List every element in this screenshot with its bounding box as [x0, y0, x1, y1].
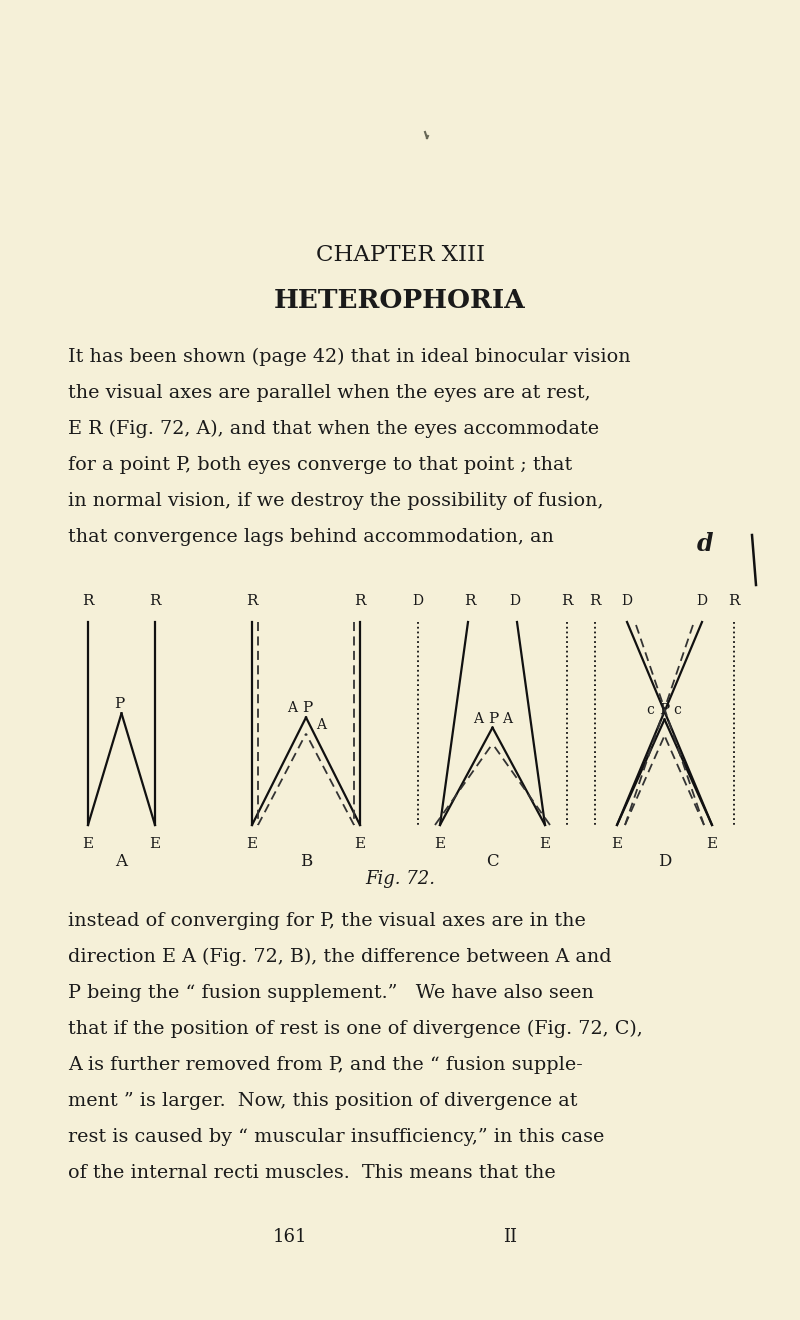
Text: E: E — [434, 837, 446, 851]
Text: R: R — [246, 594, 258, 609]
Text: P: P — [659, 704, 670, 718]
Text: P being the “ fusion supplement.”   We have also seen: P being the “ fusion supplement.” We hav… — [68, 983, 594, 1002]
Text: instead of converging for P, the visual axes are in the: instead of converging for P, the visual … — [68, 912, 586, 931]
Text: R: R — [728, 594, 740, 609]
Text: D: D — [697, 594, 707, 609]
Text: P: P — [302, 701, 312, 715]
Text: in normal vision, if we destroy the possibility of fusion,: in normal vision, if we destroy the poss… — [68, 492, 603, 510]
Text: E R (Fig. 72, A), and that when the eyes accommodate: E R (Fig. 72, A), and that when the eyes… — [68, 420, 599, 438]
Text: R: R — [562, 594, 573, 609]
Text: D: D — [413, 594, 423, 609]
Text: E: E — [539, 837, 550, 851]
Text: B: B — [300, 853, 312, 870]
Text: that if the position of rest is one of divergence (Fig. 72, C),: that if the position of rest is one of d… — [68, 1020, 642, 1039]
Text: P: P — [114, 697, 125, 711]
Text: R: R — [354, 594, 366, 609]
Text: the visual axes are parallel when the eyes are at rest,: the visual axes are parallel when the ey… — [68, 384, 590, 403]
Text: A is further removed from P, and the “ fusion supple-: A is further removed from P, and the “ f… — [68, 1056, 582, 1074]
Text: E: E — [246, 837, 258, 851]
Text: HETEROPHORIA: HETEROPHORIA — [274, 288, 526, 313]
Text: A: A — [287, 701, 297, 715]
Text: of the internal recti muscles.  This means that the: of the internal recti muscles. This mean… — [68, 1164, 556, 1181]
Text: c: c — [646, 704, 654, 718]
Text: d: d — [697, 532, 714, 556]
Text: P: P — [488, 711, 498, 726]
Text: E: E — [706, 837, 718, 851]
Text: CHAPTER XIII: CHAPTER XIII — [315, 244, 485, 267]
Text: ment ” is larger.  Now, this position of divergence at: ment ” is larger. Now, this position of … — [68, 1092, 578, 1110]
Text: R: R — [590, 594, 601, 609]
Text: A: A — [502, 711, 513, 726]
Text: E: E — [354, 837, 366, 851]
Text: R: R — [150, 594, 161, 609]
Text: c: c — [674, 704, 682, 718]
Text: E: E — [82, 837, 94, 851]
Text: that convergence lags behind accommodation, an: that convergence lags behind accommodati… — [68, 528, 554, 546]
Text: R: R — [82, 594, 94, 609]
Text: R: R — [464, 594, 476, 609]
Text: D: D — [510, 594, 521, 609]
Text: for a point P, both eyes converge to that point ; that: for a point P, both eyes converge to tha… — [68, 455, 572, 474]
Text: A: A — [115, 853, 127, 870]
Text: D: D — [658, 853, 671, 870]
Text: direction E A (Fig. 72, B), the difference between A and: direction E A (Fig. 72, B), the differen… — [68, 948, 612, 966]
Text: D: D — [622, 594, 633, 609]
Text: Fig. 72.: Fig. 72. — [365, 870, 435, 888]
Text: E: E — [611, 837, 622, 851]
Text: C: C — [486, 853, 499, 870]
Text: A: A — [316, 718, 326, 731]
Text: rest is caused by “ muscular insufficiency,” in this case: rest is caused by “ muscular insufficien… — [68, 1129, 604, 1146]
Text: It has been shown (page 42) that in ideal binocular vision: It has been shown (page 42) that in idea… — [68, 348, 630, 366]
Text: E: E — [150, 837, 161, 851]
Text: A: A — [474, 711, 483, 726]
Text: II: II — [503, 1228, 517, 1246]
Text: 161: 161 — [273, 1228, 307, 1246]
